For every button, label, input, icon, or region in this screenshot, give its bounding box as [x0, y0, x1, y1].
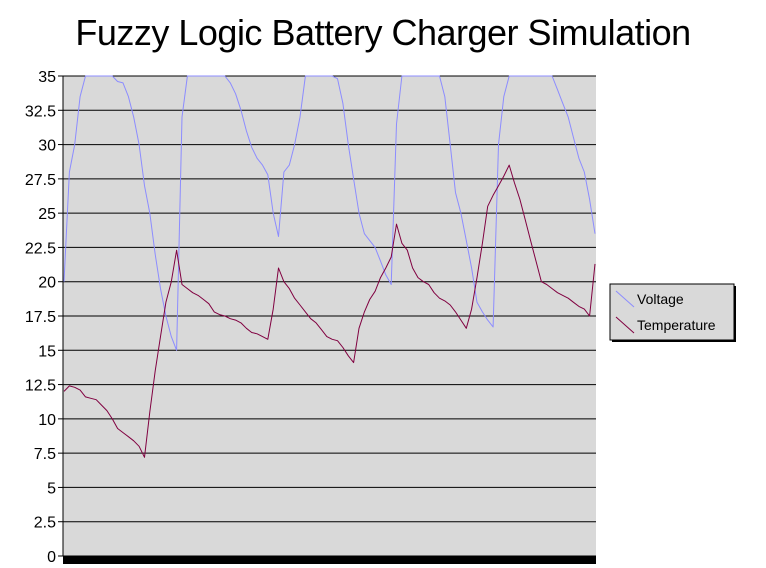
y-tick-label: 35 [38, 69, 56, 86]
series-line-temperature [63, 164, 596, 458]
y-tick-label: 15 [38, 343, 56, 360]
y-tick-label: 25 [38, 206, 56, 223]
series-lines [63, 75, 596, 458]
legend: Voltage Temperature [609, 283, 736, 342]
y-tick-label: 22.5 [25, 240, 56, 257]
y-axis-tick-labels: 0 2.5 5 7.5 10 12.5 15 17.5 20 22.5 25 27.5 30 32.5 35 [25, 69, 64, 566]
legend-label-temperature: Temperature [637, 317, 716, 333]
y-tick-label: 7.5 [34, 446, 56, 463]
y-tick-label: 32.5 [25, 103, 56, 120]
y-tick-label: 5 [47, 480, 56, 497]
y-tick-label: 30 [38, 138, 56, 155]
y-tick-label: 0 [47, 549, 56, 566]
y-tick-label: 27.5 [25, 172, 56, 189]
y-tick-label: 17.5 [25, 309, 56, 326]
x-axis-bar [63, 556, 596, 564]
legend-swatch-temperature [615, 316, 635, 334]
grid-lines [63, 75, 596, 557]
y-tick-label: 12.5 [25, 378, 56, 395]
chart-title: Fuzzy Logic Battery Charger Simulation [75, 12, 691, 53]
y-tick-label: 2.5 [34, 515, 56, 532]
legend-label-voltage: Voltage [637, 291, 684, 307]
y-tick-label: 10 [38, 412, 56, 429]
y-tick-label: 20 [38, 275, 56, 292]
legend-swatch-voltage [615, 290, 635, 308]
series-line-voltage [63, 75, 596, 351]
